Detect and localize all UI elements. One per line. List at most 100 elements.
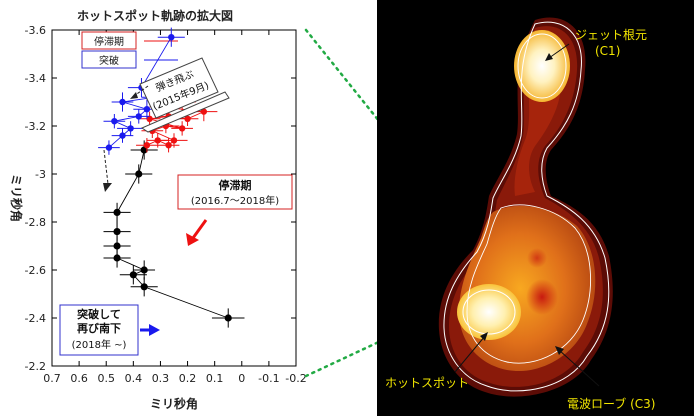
data-point	[117, 121, 145, 136]
jet-base-arrowhead	[545, 53, 553, 61]
radio-image	[438, 17, 613, 397]
radio-image-panel: ジェット根元 (C1) ホットスポット 電波ローブ (C3)	[377, 0, 694, 416]
jet-base-label: ジェット根元	[575, 28, 648, 42]
point-marker	[105, 144, 113, 151]
hotspot-arrowhead	[480, 332, 488, 341]
point-marker	[224, 314, 232, 322]
x-tick-label: 0.3	[152, 372, 170, 385]
point-marker	[135, 170, 143, 178]
radio-lobe-label: 電波ローブ (C3)	[567, 397, 656, 411]
point-marker	[111, 118, 118, 125]
lobe-arrow	[558, 349, 600, 387]
y-tick-label: -2.2	[25, 360, 46, 373]
point-marker	[168, 34, 175, 41]
point-marker	[154, 137, 161, 144]
point-marker	[146, 115, 153, 123]
data-point	[125, 164, 153, 184]
red-knot-2	[527, 248, 547, 268]
annotation-jump: 弾き飛ぶ (2015年9月)	[130, 57, 230, 133]
y-tick-label: -3	[35, 168, 46, 181]
connector-top	[304, 28, 385, 128]
hotspot-arrow	[454, 335, 486, 373]
point-marker	[113, 228, 121, 236]
point-marker	[178, 125, 186, 132]
data-point	[127, 109, 150, 124]
breakthrough-text-1: 突破して	[77, 307, 121, 321]
breakthrough-text-2: 再び南下	[77, 321, 121, 335]
chart-title: ホットスポット軌跡の拡大図	[77, 8, 233, 23]
legend-label-breakthrough: 突破	[99, 54, 119, 67]
data-point	[160, 133, 188, 148]
x-tick-label: 0.1	[206, 372, 224, 385]
connector-bottom	[304, 338, 385, 378]
data-point	[133, 260, 156, 280]
legend: 停滞期 突破	[81, 31, 178, 69]
stagnation-text-1: 停滞期	[219, 178, 252, 192]
data-point	[119, 265, 147, 285]
x-tick-label: 0.2	[179, 372, 197, 385]
data-point	[103, 114, 126, 129]
data-point	[98, 140, 120, 155]
x-tick-label: 0.6	[70, 372, 88, 385]
point-marker	[129, 271, 137, 279]
data-point	[130, 140, 158, 160]
point-marker	[113, 242, 121, 250]
jet-base-sublabel: (C1)	[595, 44, 621, 58]
red-knot-1	[526, 279, 558, 315]
x-tick-label: 0.4	[125, 372, 143, 385]
data-point	[211, 308, 245, 328]
x-tick-label: -0.1	[258, 372, 279, 385]
point-marker	[143, 106, 151, 113]
point-marker	[113, 254, 121, 262]
annotation-breakthrough: 突破して 再び南下 (2018年 ~)	[59, 304, 160, 356]
point-marker	[170, 137, 178, 144]
data-point	[111, 92, 134, 112]
point-marker	[113, 208, 121, 216]
legend-box-stagnation	[81, 31, 137, 50]
contour-c1	[517, 33, 567, 99]
y-axis-ticks: -2.2 -2.4 -2.6 -2.8 -3 -3.2 -3.4 -3.6	[25, 24, 296, 373]
descent-dashed-arrow	[103, 149, 109, 185]
y-tick-label: -2.4	[25, 312, 46, 325]
contour-mid	[466, 204, 591, 364]
data-point	[157, 27, 185, 47]
y-tick-label: -2.8	[25, 216, 46, 229]
jump-arrow	[140, 91, 230, 133]
point-marker	[119, 132, 126, 139]
annotation-stagnation: 停滞期 (2016.7～2018年)	[177, 174, 293, 246]
legend-label-stagnation: 停滞期	[94, 35, 124, 48]
stagnation-arrow	[191, 219, 208, 239]
point-marker	[143, 142, 151, 149]
breakthrough-box	[59, 304, 139, 356]
descent-dashed-arrowhead	[103, 183, 112, 192]
data-point	[138, 111, 161, 126]
breakthrough-text-3: (2018年 ~)	[72, 338, 127, 351]
point-marker	[140, 283, 148, 291]
stagnation-arrowhead	[186, 233, 199, 246]
stagnation-text-2: (2016.7～2018年)	[191, 194, 279, 207]
x-axis-ticks: 0.7 0.6 0.5 0.4 0.3 0.2 0.1 0 -0.1 -0.2	[43, 30, 307, 385]
data-point	[111, 128, 134, 143]
y-tick-label: -3.4	[25, 72, 46, 85]
jump-dashed-arrowhead	[130, 92, 138, 99]
data-point	[103, 222, 131, 242]
x-tick-label: -0.2	[285, 372, 306, 385]
x-axis-label: ミリ秒角	[150, 396, 198, 411]
point-marker	[127, 125, 134, 132]
x-tick-label: 0.5	[97, 372, 115, 385]
contour-hotspot	[462, 289, 516, 335]
breakthrough-arrowhead	[149, 324, 160, 336]
hotspot-label: ホットスポット	[385, 376, 470, 390]
point-marker	[200, 108, 208, 115]
stagnation-box	[177, 174, 293, 210]
plot-frame	[51, 29, 297, 367]
y-tick-label: -3.2	[25, 120, 46, 133]
point-marker	[140, 266, 148, 274]
point-marker	[119, 98, 126, 106]
jump-dashed-arrow	[133, 85, 149, 97]
jet-base-arrow	[548, 43, 570, 59]
lobe-arrowhead	[555, 346, 564, 355]
hotspot-core	[457, 284, 521, 340]
y-axis-label: ミリ秒角	[9, 174, 24, 222]
